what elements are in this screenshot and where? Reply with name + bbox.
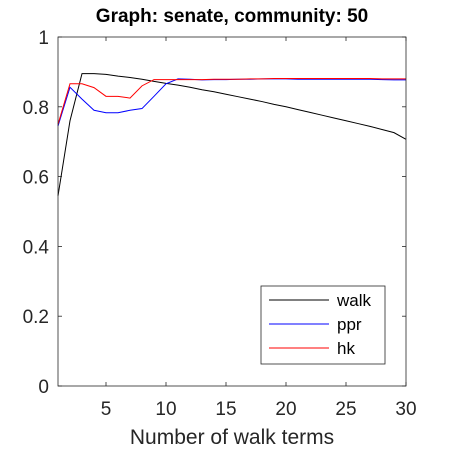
x-tick-label: 10 (155, 399, 176, 420)
x-tick-label: 15 (215, 399, 236, 420)
y-tick-label: 0.4 (23, 237, 50, 258)
chart-title: Graph: senate, community: 50 (96, 6, 368, 27)
series-line-walk (57, 73, 407, 196)
legend-label-hk: hk (337, 339, 355, 358)
x-tick-label: 20 (275, 399, 296, 420)
y-tick-label: 0 (38, 377, 49, 398)
legend-label-ppr: ppr (337, 315, 362, 334)
x-tick-label: 30 (395, 399, 416, 420)
x-tick-label: 25 (335, 399, 356, 420)
legend: walk ppr hk (260, 285, 386, 365)
legend-label-walk: walk (336, 291, 372, 310)
y-tick-label: 0.6 (23, 168, 49, 189)
x-axis-label: Number of walk terms (130, 426, 334, 449)
legend-box (260, 285, 386, 365)
series-line-hk (57, 78, 406, 125)
series-lines (57, 73, 407, 196)
x-tick-label: 5 (101, 399, 112, 420)
y-tick-label: 1 (38, 28, 49, 49)
y-tick-label: 0.8 (23, 98, 49, 119)
y-tick-label: 0.2 (23, 307, 49, 328)
axis-ticks: 5 10 15 20 25 30 0 0.2 0.4 0.6 0.8 1 (23, 28, 417, 420)
plot-frame (57, 36, 407, 387)
